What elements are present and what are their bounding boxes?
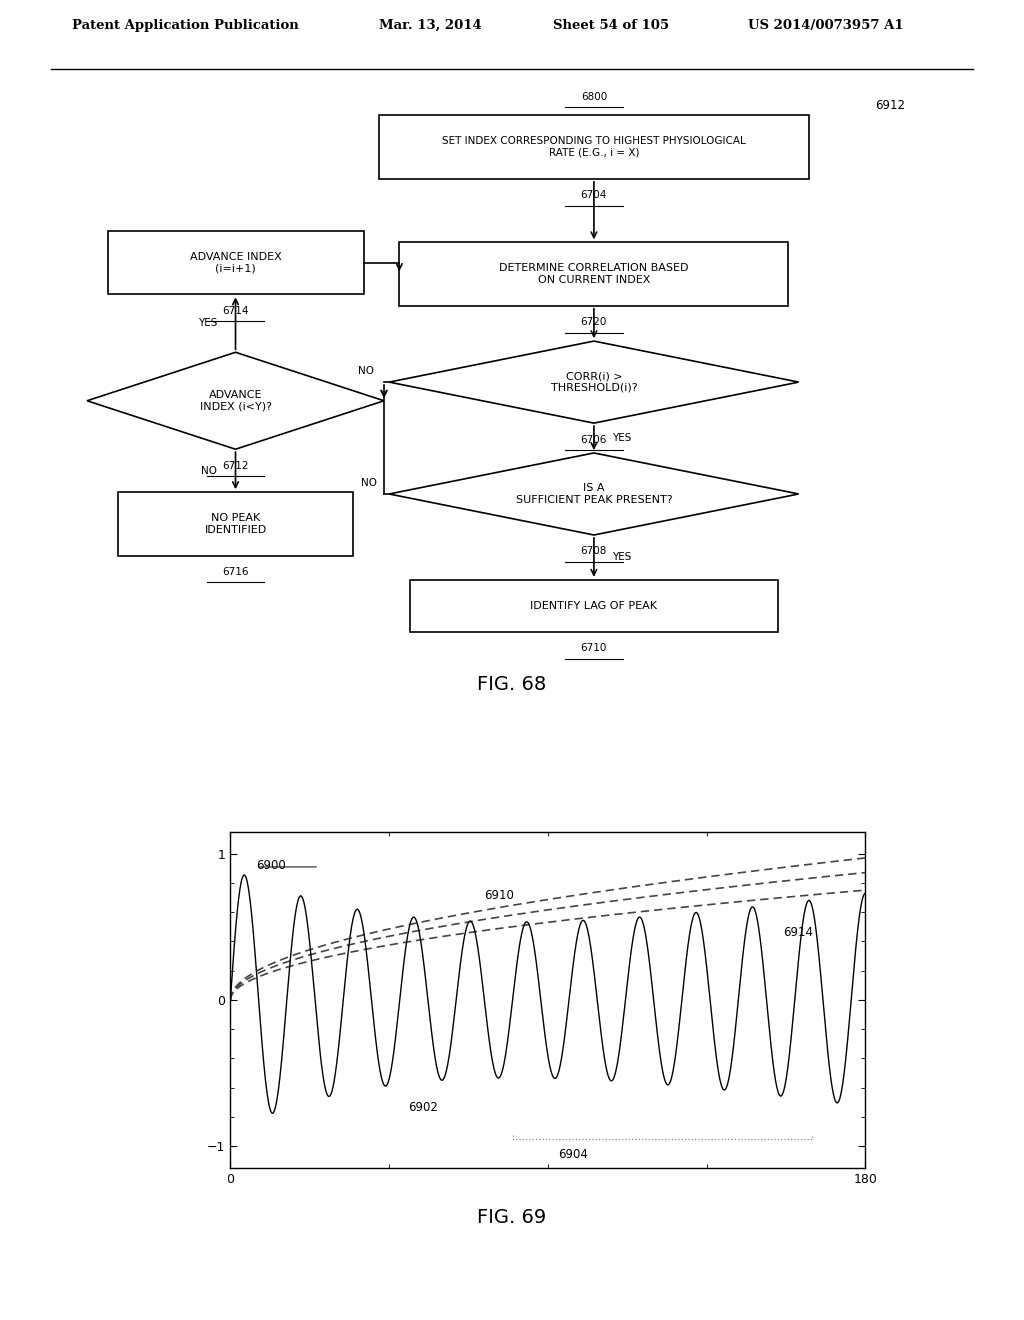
Text: 6708: 6708 xyxy=(581,546,607,557)
Text: ADVANCE
INDEX (i<Y)?: ADVANCE INDEX (i<Y)? xyxy=(200,389,271,412)
Text: IS A
SUFFICIENT PEAK PRESENT?: IS A SUFFICIENT PEAK PRESENT? xyxy=(516,483,672,504)
Text: YES: YES xyxy=(198,318,217,329)
Text: 6710: 6710 xyxy=(581,643,607,653)
Polygon shape xyxy=(389,453,799,535)
Text: 6914: 6914 xyxy=(782,925,813,939)
Text: NO: NO xyxy=(201,466,217,475)
Text: 6912: 6912 xyxy=(876,99,905,112)
Text: NO: NO xyxy=(357,366,374,376)
Text: DETERMINE CORRELATION BASED
ON CURRENT INDEX: DETERMINE CORRELATION BASED ON CURRENT I… xyxy=(499,263,689,285)
Text: 6904: 6904 xyxy=(558,1148,588,1162)
Text: 6720: 6720 xyxy=(581,317,607,327)
Text: YES: YES xyxy=(612,552,632,562)
Text: 6910: 6910 xyxy=(484,888,514,902)
Text: Patent Application Publication: Patent Application Publication xyxy=(72,18,298,32)
Text: NO: NO xyxy=(360,478,377,488)
Text: US 2014/0073957 A1: US 2014/0073957 A1 xyxy=(748,18,903,32)
Polygon shape xyxy=(87,352,384,449)
Text: 6706: 6706 xyxy=(581,434,607,445)
FancyBboxPatch shape xyxy=(399,243,788,306)
Text: Mar. 13, 2014: Mar. 13, 2014 xyxy=(379,18,481,32)
Text: 6704: 6704 xyxy=(581,190,607,201)
FancyBboxPatch shape xyxy=(108,231,364,294)
Text: 6800: 6800 xyxy=(581,92,607,102)
Text: IDENTIFY LAG OF PEAK: IDENTIFY LAG OF PEAK xyxy=(530,601,657,611)
Text: FIG. 69: FIG. 69 xyxy=(477,1208,547,1226)
Text: ADVANCE INDEX
(i=i+1): ADVANCE INDEX (i=i+1) xyxy=(189,252,282,273)
Text: 6902: 6902 xyxy=(409,1101,438,1114)
FancyBboxPatch shape xyxy=(379,115,809,180)
Text: CORR(i) >
THRESHOLD(i)?: CORR(i) > THRESHOLD(i)? xyxy=(551,371,637,393)
Text: 6714: 6714 xyxy=(222,306,249,315)
FancyBboxPatch shape xyxy=(410,579,778,632)
Polygon shape xyxy=(389,341,799,424)
Text: SET INDEX CORRESPONDING TO HIGHEST PHYSIOLOGICAL
RATE (E.G., i = X): SET INDEX CORRESPONDING TO HIGHEST PHYSI… xyxy=(442,136,745,158)
Text: 6716: 6716 xyxy=(222,566,249,577)
FancyBboxPatch shape xyxy=(118,492,353,556)
Text: 6900: 6900 xyxy=(256,858,286,871)
Text: 6712: 6712 xyxy=(222,461,249,471)
Text: Sheet 54 of 105: Sheet 54 of 105 xyxy=(553,18,669,32)
Text: YES: YES xyxy=(612,433,632,444)
Text: NO PEAK
IDENTIFIED: NO PEAK IDENTIFIED xyxy=(205,513,266,535)
Text: FIG. 68: FIG. 68 xyxy=(477,675,547,693)
